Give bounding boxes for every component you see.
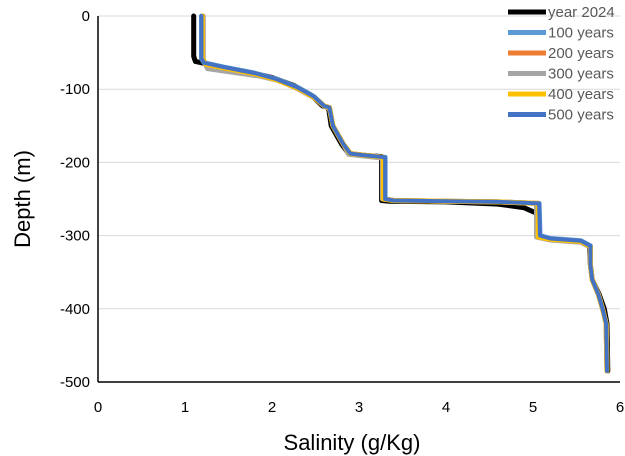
y-tick-label: -500 <box>60 374 90 391</box>
y-axis-title: Depth (m) <box>10 150 35 248</box>
y-tick-label: -400 <box>60 301 90 318</box>
x-axis-title: Salinity (g/Kg) <box>284 430 421 455</box>
series-line <box>199 13 610 374</box>
legend: year 2024 100 years 200 years 300 years 400 … <box>508 4 615 124</box>
series-layer <box>191 13 611 374</box>
y-tick-label: 0 <box>82 8 90 25</box>
x-tick-label: 2 <box>268 399 276 416</box>
series-line <box>199 13 610 374</box>
legend-label: 300 years <box>548 66 614 83</box>
axes <box>97 16 620 383</box>
y-tick-label: -300 <box>60 228 90 245</box>
y-tick-label: -200 <box>60 154 90 171</box>
legend-label: 400 years <box>548 86 614 103</box>
legend-label: 200 years <box>548 45 614 62</box>
legend-label: year 2024 <box>548 4 615 21</box>
series-line <box>191 13 611 374</box>
legend-label: 100 years <box>548 25 614 42</box>
x-tick-label: 5 <box>529 399 537 416</box>
series-line <box>200 13 610 374</box>
x-tick-label: 0 <box>94 399 102 416</box>
gridlines <box>98 15 620 310</box>
x-tick-label: 1 <box>181 399 189 416</box>
series-line <box>199 14 609 373</box>
y-tick-label: -100 <box>60 81 90 98</box>
x-tick-label: 6 <box>616 399 624 416</box>
x-tick-label: 4 <box>442 399 450 416</box>
series-line <box>199 13 610 374</box>
legend-label: 500 years <box>548 107 614 124</box>
x-tick-label: 3 <box>355 399 363 416</box>
